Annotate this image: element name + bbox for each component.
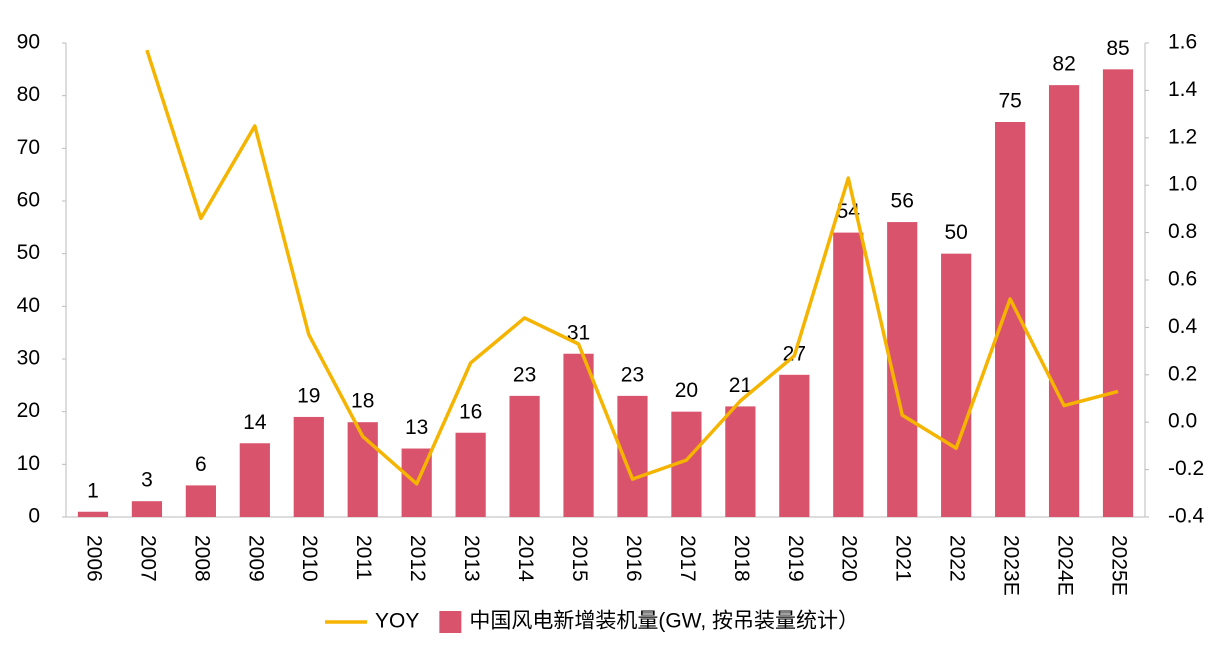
bar <box>833 232 864 517</box>
y-tick-label: 10 <box>17 452 40 475</box>
x-tick-label: 2007 <box>136 535 159 582</box>
x-tick-label: 2009 <box>244 535 267 582</box>
bar <box>509 395 540 517</box>
x-tick-label: 2023E <box>1000 535 1023 596</box>
data-label: 19 <box>297 384 320 407</box>
y2-tick-label: 0.8 <box>1168 220 1197 243</box>
legend-swatch <box>439 611 462 633</box>
bar <box>293 416 324 517</box>
x-tick-label: 2017 <box>676 535 699 582</box>
y2-tick-label: 0.2 <box>1168 362 1197 385</box>
x-tick-label: 2020 <box>838 535 861 582</box>
y2-tick-label: 1.0 <box>1168 173 1197 196</box>
y-tick-label: 30 <box>17 347 40 370</box>
data-label: 23 <box>621 363 644 386</box>
x-tick-label: 2014 <box>514 535 537 582</box>
data-label: 6 <box>195 453 207 476</box>
y2-tick-label: 0.0 <box>1168 410 1197 433</box>
y2-tick-label: 0.4 <box>1168 315 1198 338</box>
y-tick-label: 70 <box>17 136 40 159</box>
x-tick-label: 2022 <box>946 535 969 582</box>
bar <box>185 485 216 517</box>
line <box>145 49 1119 486</box>
bar <box>1102 69 1134 517</box>
bar <box>131 501 163 517</box>
x-tick-label: 2015 <box>568 535 591 582</box>
data-label: 1 <box>87 479 99 502</box>
bar <box>563 353 594 517</box>
data-label: 56 <box>891 190 914 213</box>
y-tick-label: 20 <box>17 399 40 422</box>
data-label: 14 <box>243 411 267 434</box>
x-tick-label: 2025E <box>1107 535 1130 596</box>
x-tick-label: 2019 <box>784 535 807 582</box>
legend-label: 中国风电新增装机量(GW, 按吊装量统计） <box>469 610 859 633</box>
y2-tick-label: 0.6 <box>1168 268 1197 291</box>
y2-tick-label: -0.2 <box>1168 457 1204 480</box>
x-tick-label: 2018 <box>730 535 753 582</box>
y-tick-label: 50 <box>17 241 40 264</box>
y2-tick-label: -0.4 <box>1168 505 1205 528</box>
data-label: 85 <box>1106 37 1129 60</box>
y-tick-label: 0 <box>28 505 40 528</box>
data-label: 13 <box>405 416 428 439</box>
x-tick-label: 2010 <box>298 535 321 582</box>
x-tick-label: 2008 <box>190 535 213 582</box>
data-label: 3 <box>141 469 153 492</box>
y2-tick-label: 1.4 <box>1168 78 1198 101</box>
bar <box>725 406 756 517</box>
x-tick-label: 2011 <box>352 535 375 580</box>
bar <box>941 253 972 517</box>
x-tick-label: 2024E <box>1054 535 1077 596</box>
data-label: 21 <box>729 374 752 397</box>
x-tick-label: 2021 <box>892 535 915 582</box>
y2-tick-label: 1.6 <box>1168 31 1197 54</box>
data-label: 50 <box>944 221 967 244</box>
x-tick-label: 2016 <box>622 535 645 582</box>
data-label: 20 <box>675 379 698 402</box>
data-label: 75 <box>998 90 1021 113</box>
bar <box>239 443 270 517</box>
y-tick-label: 80 <box>17 83 40 106</box>
y2-tick-label: 1.2 <box>1168 125 1197 148</box>
y-tick-label: 40 <box>17 294 40 317</box>
data-label: 23 <box>513 363 536 386</box>
y-tick-label: 90 <box>17 31 40 54</box>
bar <box>455 432 486 517</box>
x-tick-label: 2012 <box>406 535 429 582</box>
data-label: 18 <box>351 390 374 413</box>
x-tick-label: 2013 <box>460 535 483 582</box>
legend-label: YOY <box>375 610 419 633</box>
bar <box>77 511 109 517</box>
data-label: 82 <box>1052 53 1075 76</box>
data-label: 31 <box>567 321 590 344</box>
x-tick-label: 2006 <box>82 535 105 582</box>
y-tick-label: 60 <box>17 189 40 212</box>
data-label: 16 <box>459 400 482 423</box>
bar <box>1048 85 1080 517</box>
bar <box>779 374 810 517</box>
